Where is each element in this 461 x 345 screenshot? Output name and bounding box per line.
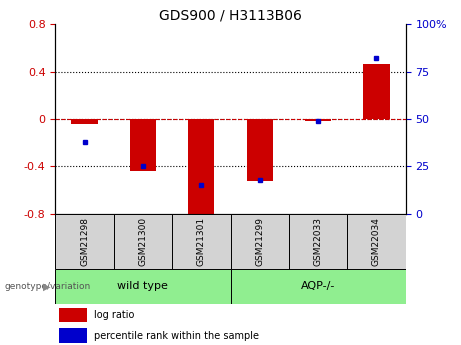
Text: log ratio: log ratio	[94, 310, 134, 320]
Bar	[230, 214, 289, 269]
Bar	[71, 119, 98, 124]
Text: GSM22033: GSM22033	[313, 217, 323, 266]
Text: AQP-/-: AQP-/-	[301, 282, 335, 291]
Bar	[130, 119, 156, 171]
Text: percentile rank within the sample: percentile rank within the sample	[94, 331, 259, 341]
Text: GSM21301: GSM21301	[197, 217, 206, 266]
Text: wild type: wild type	[118, 282, 168, 291]
Text: GSM21298: GSM21298	[80, 217, 89, 266]
Bar	[305, 119, 331, 121]
Text: genotype/variation: genotype/variation	[5, 282, 91, 291]
Text: GSM21299: GSM21299	[255, 217, 264, 266]
Bar	[55, 269, 230, 304]
Bar	[289, 214, 347, 269]
Title: GDS900 / H3113B06: GDS900 / H3113B06	[159, 9, 302, 23]
Text: GSM22034: GSM22034	[372, 217, 381, 266]
Bar	[188, 119, 214, 216]
Bar	[363, 65, 390, 119]
Bar	[59, 308, 87, 322]
Bar	[172, 214, 230, 269]
Bar	[230, 269, 406, 304]
Bar	[247, 119, 273, 181]
Text: GSM21300: GSM21300	[138, 217, 148, 266]
Bar	[59, 328, 87, 343]
Text: ▶: ▶	[43, 282, 51, 291]
Bar	[55, 214, 114, 269]
Bar	[347, 214, 406, 269]
Bar	[114, 214, 172, 269]
